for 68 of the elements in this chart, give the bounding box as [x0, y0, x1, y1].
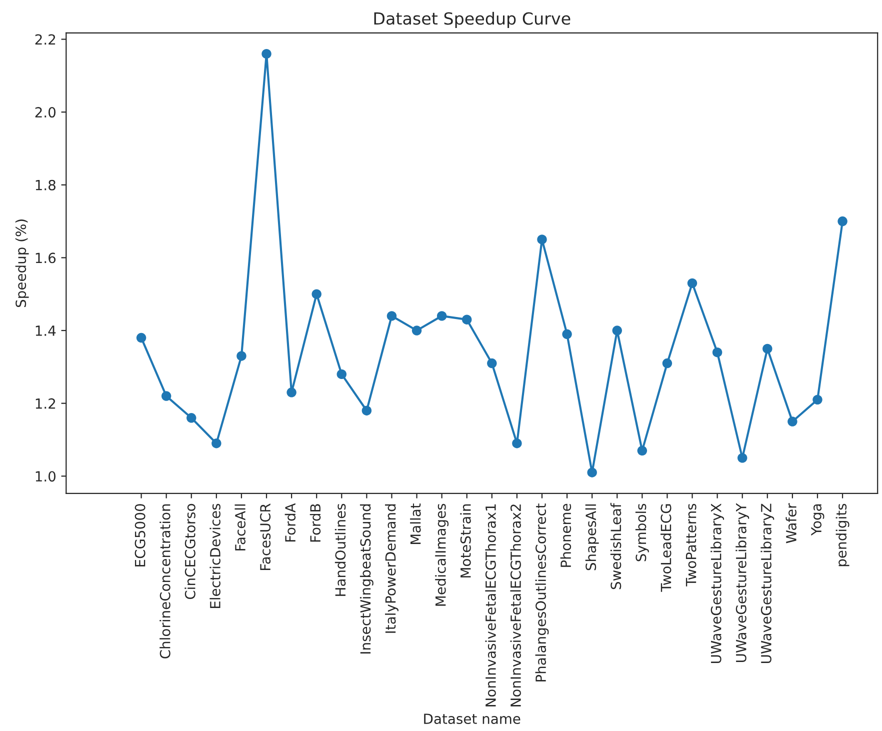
x-tick-label: Phoneme — [560, 504, 572, 567]
x-tick-label: InsectWingbeatSound — [360, 504, 374, 654]
point — [462, 314, 472, 324]
x-tick-label: SwedishLeaf — [610, 502, 622, 590]
x-tick-label: ElectricDevices — [210, 504, 220, 608]
y-tick-label: 2.2 — [35, 34, 56, 45]
x-tick-label: Wafer — [786, 503, 796, 544]
point — [612, 326, 622, 336]
x-tick-label: Mallat — [410, 503, 421, 544]
point — [687, 278, 698, 288]
y-axis-title: Speedup (%) — [15, 220, 29, 308]
point — [286, 388, 296, 398]
x-tick-label: UWaveGestureLibraryX — [710, 504, 724, 664]
y-tick-label: 1.2 — [36, 398, 56, 409]
point — [262, 48, 272, 59]
x-tick-label: ChlorineConcentration — [160, 504, 170, 658]
x-tick-label: NonInvasiveFetalECGThorax1 — [485, 504, 496, 706]
x-tick-label: pendigits — [836, 504, 850, 566]
x-tick-label: UWaveGestureLibraryY — [736, 503, 750, 662]
y-tick-label: 1.0 — [36, 471, 56, 482]
x-tick-label: MoteStrain — [460, 504, 471, 578]
point — [186, 413, 196, 423]
x-tick-label: FaceAll — [234, 504, 246, 550]
x-tick-label: FacesUCR — [260, 504, 271, 570]
point — [812, 394, 822, 405]
x-axis-title: Dataset name — [424, 714, 520, 724]
x-tick-label: HandOutlines — [334, 504, 346, 596]
x-tick-label: Symbols — [635, 504, 649, 562]
point — [662, 358, 672, 368]
point — [712, 347, 722, 358]
x-tick-label: Yoga — [811, 504, 824, 536]
x-tick-label: TwoPatterns — [686, 504, 696, 586]
point — [487, 358, 497, 368]
y-tick-label: 2.0 — [35, 107, 56, 118]
y-tick-label: 1.6 — [36, 252, 56, 264]
point — [386, 311, 397, 321]
point — [336, 369, 346, 380]
point — [637, 446, 648, 456]
y-tick-label: 1.4 — [36, 326, 56, 336]
point — [212, 438, 222, 448]
point — [236, 351, 246, 361]
point — [737, 453, 748, 463]
point — [161, 391, 172, 401]
point — [788, 416, 798, 426]
x-tick-label: ItalyPowerDemand — [385, 504, 398, 633]
point — [136, 332, 146, 343]
x-tick-label: ShapesAll — [585, 504, 599, 570]
x-tick-label: MedicalImages — [435, 504, 449, 606]
point — [512, 438, 522, 448]
point — [312, 289, 322, 299]
x-tick-label: ECG5000 — [134, 504, 146, 566]
point — [412, 326, 422, 336]
chart-title: Dataset Speedup Curve — [374, 12, 570, 28]
point — [362, 406, 372, 416]
x-tick-label: FordA — [284, 503, 296, 542]
point — [537, 234, 547, 244]
point — [436, 311, 447, 321]
x-tick-label: NonInvasiveFetalECGThorax2 — [510, 504, 521, 706]
point — [562, 329, 572, 340]
x-tick-label: FordB — [310, 504, 321, 542]
x-tick-label: CinCECGtorso — [184, 504, 196, 600]
y-tick-label: 1.8 — [36, 180, 56, 190]
x-tick-label: TwoLeadECG — [660, 504, 672, 592]
x-tick-label: UWaveGestureLibraryZ — [760, 504, 774, 664]
point — [762, 344, 772, 354]
point — [587, 468, 597, 478]
point — [838, 216, 848, 226]
x-tick-label: PhalangesOutlinesCorrect — [535, 503, 549, 682]
